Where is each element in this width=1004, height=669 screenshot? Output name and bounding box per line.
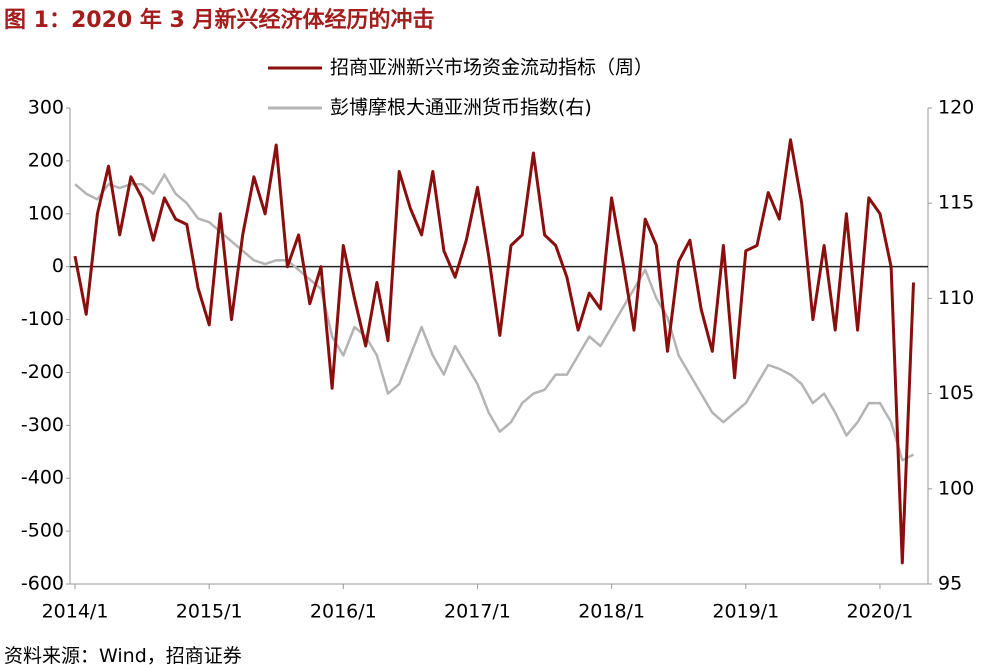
y-tick-label: -600	[21, 573, 64, 595]
y-tick-label: -400	[21, 467, 64, 489]
y2-tick-label: 120	[938, 97, 974, 119]
x-tick-label: 2016/1	[310, 601, 377, 623]
x-tick-label: 2019/1	[712, 601, 779, 623]
x-tick-label: 2018/1	[578, 601, 645, 623]
x-tick-label: 2014/1	[42, 601, 109, 623]
legend-label: 招商亚洲新兴市场资金流动指标（周）	[330, 57, 653, 79]
y2-tick-label: 115	[938, 192, 974, 214]
y-tick-label: -300	[21, 414, 64, 436]
y2-tick-label: 95	[938, 573, 962, 595]
chart-title: 图 1：2020 年 3 月新兴经济体经历的冲击	[4, 8, 435, 33]
y2-tick-label: 105	[938, 382, 974, 404]
source-note: 资料来源：Wind，招商证券	[4, 645, 242, 667]
y-tick-label: -200	[21, 361, 64, 383]
y-tick-label: -100	[21, 308, 64, 330]
series-line	[74, 173, 915, 462]
series-line	[73, 138, 915, 565]
y-tick-label: 0	[52, 255, 64, 277]
y2-tick-label: 100	[938, 477, 974, 499]
chart: 300 200 100 0 -100 -200 -300 -400 -500 -600 120 115…	[21, 57, 974, 623]
y-tick-label: 300	[28, 97, 64, 119]
legend-label: 彭博摩根大通亚洲货币指数(右)	[330, 97, 592, 119]
y-tick-label: 200	[28, 149, 64, 171]
x-tick-label: 2020/1	[847, 601, 914, 623]
x-tick-label: 2017/1	[444, 601, 511, 623]
y-tick-label: -500	[21, 520, 64, 542]
y-tick-label: 100	[28, 202, 64, 224]
x-tick-label: 2015/1	[176, 601, 243, 623]
y2-tick-label: 110	[938, 287, 974, 309]
